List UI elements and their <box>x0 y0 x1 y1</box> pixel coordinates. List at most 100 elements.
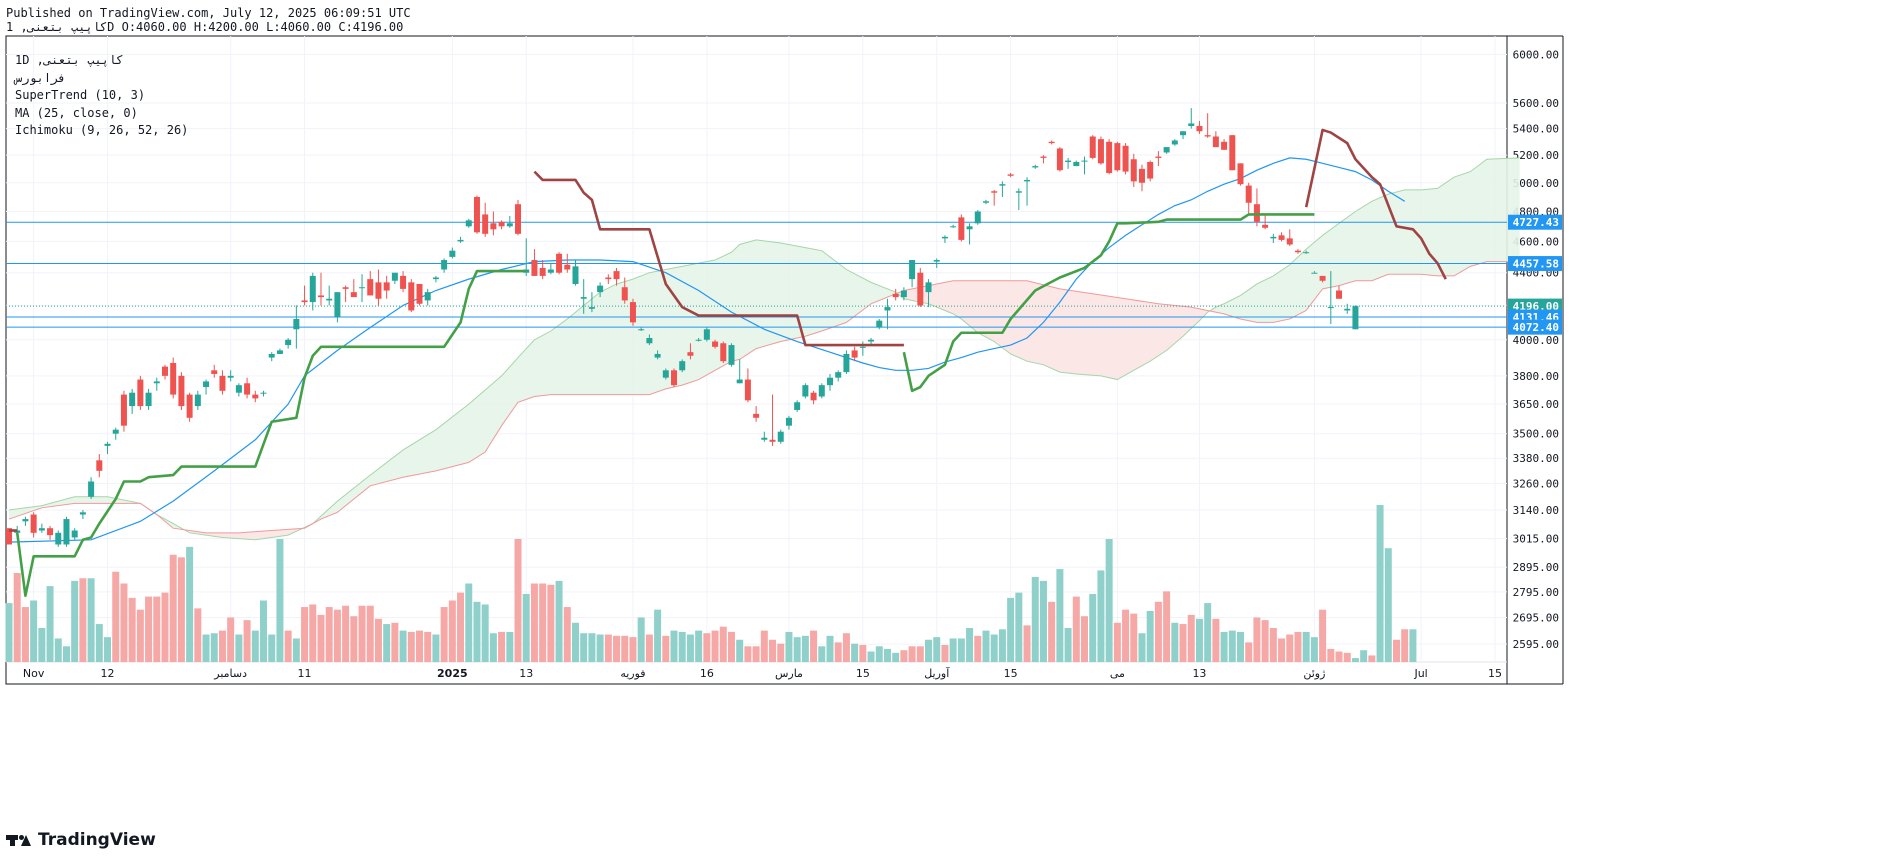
candle <box>490 211 497 236</box>
legend-ichimoku[interactable]: Ichimoku (9, 26, 52, 26) <box>15 123 189 137</box>
tradingview-icon <box>6 832 32 848</box>
volume-bar <box>416 630 423 662</box>
volume-bar <box>571 622 579 662</box>
candle <box>1073 160 1080 167</box>
candle <box>1204 113 1211 138</box>
legend-symbol[interactable]: 1D ,کاپیپ بتعنی <box>15 53 124 67</box>
candle <box>802 383 809 399</box>
volume-bar <box>1081 616 1089 662</box>
chart-legend: 1D ,کاپیپ بتعنی فرابورس SuperTrend (10, … <box>15 52 188 140</box>
volume-bar <box>145 596 153 662</box>
volume-bar <box>407 631 415 662</box>
price-label-box <box>1508 319 1562 335</box>
candle-body <box>646 337 653 344</box>
x-tick-label: ژوئن <box>1303 667 1325 680</box>
volume-bar <box>276 539 284 662</box>
volume-bar <box>457 592 465 662</box>
candle-body <box>547 269 554 273</box>
x-tick-label: 13 <box>1192 667 1206 680</box>
candle-body <box>753 413 760 418</box>
candle <box>1171 139 1178 146</box>
candle-body <box>712 341 719 347</box>
candle-body <box>383 282 390 291</box>
candle-body <box>1015 191 1022 193</box>
candle <box>982 199 989 205</box>
candle-body <box>868 339 875 342</box>
volume-bar <box>998 629 1006 662</box>
x-tick-label: 15 <box>1488 667 1502 680</box>
candle-body <box>1188 123 1195 127</box>
volume-bar <box>522 593 530 662</box>
tradingview-logo[interactable]: TradingView <box>6 830 156 850</box>
candle-body <box>416 283 423 304</box>
volume-bar <box>1171 622 1179 662</box>
supertrend-up-line <box>15 269 527 598</box>
volume-bar <box>399 630 407 662</box>
candle-body <box>424 292 431 301</box>
legend-ma[interactable]: MA (25, close, 0) <box>15 105 138 120</box>
candle-body <box>1311 272 1318 274</box>
volume-bar <box>1138 633 1146 662</box>
candle-body <box>506 223 513 227</box>
volume-bar <box>1195 618 1203 662</box>
volume-bar <box>1097 570 1105 662</box>
volume-bar <box>112 571 120 662</box>
candle <box>728 343 735 367</box>
candle <box>638 327 645 332</box>
candle-body <box>925 282 932 293</box>
candle-body <box>539 267 546 276</box>
candle-body <box>1196 126 1203 132</box>
volume-bar <box>1368 655 1376 662</box>
candle-body <box>88 481 95 497</box>
candle-body <box>810 392 817 401</box>
volume-bar <box>752 646 760 662</box>
ichimoku-cloud-bullish <box>304 239 904 529</box>
candle-body <box>892 293 899 298</box>
volume-bar <box>621 635 629 662</box>
candle-body <box>958 217 965 240</box>
candle <box>129 388 136 414</box>
legend-supertrend[interactable]: SuperTrend (10, 3) <box>15 88 146 102</box>
candle <box>695 337 702 342</box>
volume-bar <box>1015 592 1023 662</box>
candle-body <box>1089 136 1096 158</box>
candle <box>112 427 119 440</box>
candle-body <box>1212 136 1219 148</box>
y-tick-label: 2595.00 <box>1513 638 1559 651</box>
volume-bar <box>1351 658 1359 662</box>
candle-body <box>1229 135 1236 171</box>
volume-bar <box>30 600 38 662</box>
volume-bar <box>1327 648 1335 662</box>
candle <box>161 364 168 380</box>
candle-body <box>728 345 735 365</box>
candle <box>55 530 62 547</box>
candle-body <box>802 385 809 397</box>
volume-bar <box>826 635 834 662</box>
candle <box>449 247 456 259</box>
volume-bar <box>695 630 703 662</box>
price-label: 4727.43 <box>1513 216 1559 229</box>
y-tick-label: 4000.00 <box>1513 334 1559 347</box>
volume-bar <box>1409 629 1417 662</box>
volume-bar <box>309 604 317 662</box>
candle <box>588 292 595 313</box>
candle-body <box>309 275 316 303</box>
candle-body <box>1319 275 1326 281</box>
candle-body <box>334 292 341 318</box>
candle-body <box>1352 306 1359 330</box>
candle-body <box>556 253 563 273</box>
volume-bar <box>982 630 990 662</box>
volume-bar <box>818 646 826 662</box>
candle-body <box>687 352 694 356</box>
candle <box>556 252 563 275</box>
volume-bar <box>1163 591 1171 662</box>
candle <box>1253 188 1260 227</box>
candle <box>244 377 251 399</box>
candle <box>1040 155 1047 164</box>
candle <box>876 318 883 330</box>
candle <box>941 235 948 243</box>
candle <box>572 260 579 286</box>
volume-bar <box>424 631 432 662</box>
volume-bar <box>440 607 448 662</box>
